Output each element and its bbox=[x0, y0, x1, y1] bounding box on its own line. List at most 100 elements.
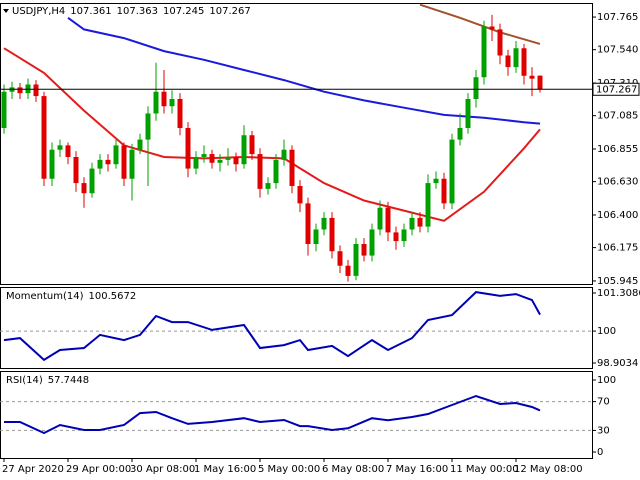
indicator-name: RSI(14) bbox=[6, 375, 43, 386]
candle-body bbox=[209, 154, 215, 163]
candle-body bbox=[113, 145, 119, 165]
x-tick-label: 6 May 08:00 bbox=[322, 464, 384, 475]
candle-body bbox=[233, 156, 239, 165]
candle-body bbox=[97, 159, 103, 169]
candle-body bbox=[449, 139, 455, 204]
y-tick-label: 107.765 bbox=[597, 12, 638, 23]
panel-frame bbox=[0, 371, 593, 459]
candle-body bbox=[321, 217, 327, 230]
y-tick-label: 100 bbox=[597, 326, 616, 337]
y-tick-label: 30 bbox=[597, 425, 610, 436]
candle-body bbox=[1, 91, 7, 128]
candle-body bbox=[281, 149, 287, 160]
ohlc-value: 107.363 bbox=[117, 6, 158, 17]
candle-body bbox=[425, 183, 431, 227]
y-tick-label: 101.3086 bbox=[597, 288, 640, 299]
candle-body bbox=[385, 207, 391, 233]
candle-body bbox=[65, 145, 71, 157]
candle-body bbox=[265, 183, 271, 189]
candle-body bbox=[57, 145, 63, 150]
indicator-header: Momentum(14) 100.5672 bbox=[6, 291, 136, 302]
candle-body bbox=[393, 232, 399, 242]
y-tick-label: 107.540 bbox=[597, 45, 638, 56]
x-tick-label: 5 May 00:00 bbox=[258, 464, 320, 475]
ohlc-value: 107.361 bbox=[70, 6, 111, 17]
y-tick-label: 98.9034 bbox=[597, 358, 638, 369]
candle-body bbox=[161, 91, 167, 107]
candle-body bbox=[217, 159, 223, 163]
candle-body bbox=[537, 75, 543, 90]
y-tick-label: 106.630 bbox=[597, 177, 638, 188]
candle-body bbox=[433, 178, 439, 184]
candle-body bbox=[489, 26, 495, 30]
indicator-name: Momentum(14) bbox=[6, 291, 84, 302]
indicator-value: 57.7448 bbox=[48, 375, 89, 386]
y-tick-label: 107.085 bbox=[597, 111, 638, 122]
x-tick-label: 29 Apr 00:00 bbox=[66, 464, 131, 475]
y-tick-label: 106.400 bbox=[597, 210, 638, 221]
panel-frame bbox=[0, 3, 593, 285]
candle-body bbox=[441, 178, 447, 204]
candle-body bbox=[401, 229, 407, 242]
candle-body bbox=[89, 168, 95, 194]
candle-body bbox=[153, 91, 159, 114]
y-tick-label: 106.175 bbox=[597, 243, 638, 254]
candle-body bbox=[369, 229, 375, 256]
candle-body bbox=[177, 98, 183, 128]
y-tick-label: 100 bbox=[597, 375, 616, 386]
candle-body bbox=[241, 135, 247, 165]
candle-body bbox=[121, 145, 127, 179]
candle-body bbox=[225, 156, 231, 160]
candle-body bbox=[297, 185, 303, 204]
menu-triangle bbox=[3, 9, 9, 13]
candle-body bbox=[457, 127, 463, 140]
candle-body bbox=[185, 127, 191, 169]
candle-body bbox=[137, 139, 143, 150]
candle-body bbox=[337, 251, 343, 266]
candle-body bbox=[353, 243, 359, 276]
candle-body bbox=[201, 154, 207, 157]
x-tick-label: 11 May 00:00 bbox=[450, 464, 519, 475]
candle-body bbox=[465, 98, 471, 128]
x-tick-label: 1 May 16:00 bbox=[194, 464, 256, 475]
candle-body bbox=[345, 265, 351, 276]
candle-body bbox=[513, 48, 519, 68]
candle-body bbox=[361, 243, 367, 256]
candle-body bbox=[481, 26, 487, 78]
x-tick-label: 27 Apr 2020 bbox=[2, 464, 64, 475]
candle-body bbox=[33, 84, 39, 97]
candle-body bbox=[81, 183, 87, 194]
candle-body bbox=[505, 55, 511, 68]
y-tick-label: 106.855 bbox=[597, 144, 638, 155]
candle-body bbox=[249, 135, 255, 155]
candle-body bbox=[169, 98, 175, 107]
candle-body bbox=[305, 203, 311, 244]
candle-body bbox=[521, 48, 527, 76]
candle-body bbox=[329, 217, 335, 252]
symbol: USDJPY,H4 bbox=[12, 6, 65, 17]
candle-body bbox=[193, 156, 199, 169]
indicator-value: 100.5672 bbox=[89, 291, 137, 302]
indicator-line bbox=[419, 3, 541, 45]
candle-body bbox=[289, 149, 295, 186]
candle-body bbox=[529, 75, 535, 79]
candle-body bbox=[17, 87, 23, 94]
x-tick-label: 12 May 08:00 bbox=[514, 464, 583, 475]
y-tick-label: 105.945 bbox=[597, 276, 638, 287]
candle-body bbox=[73, 156, 79, 184]
candle-body bbox=[273, 159, 279, 184]
candle-body bbox=[377, 207, 383, 230]
ohlc-value: 107.245 bbox=[163, 6, 204, 17]
indicator-line bbox=[4, 394, 541, 435]
price-tag-box bbox=[592, 82, 640, 96]
candle-body bbox=[417, 217, 423, 227]
chart-header: USDJPY,H4 107.361 107.363 107.245 107.267 bbox=[12, 6, 251, 17]
price-tag: 107.267 bbox=[596, 84, 637, 95]
x-tick-label: 30 Apr 08:00 bbox=[130, 464, 195, 475]
candle-body bbox=[145, 113, 151, 140]
candle-body bbox=[497, 29, 503, 56]
indicator-header: RSI(14) 57.7448 bbox=[6, 375, 89, 386]
candle-body bbox=[49, 149, 55, 179]
